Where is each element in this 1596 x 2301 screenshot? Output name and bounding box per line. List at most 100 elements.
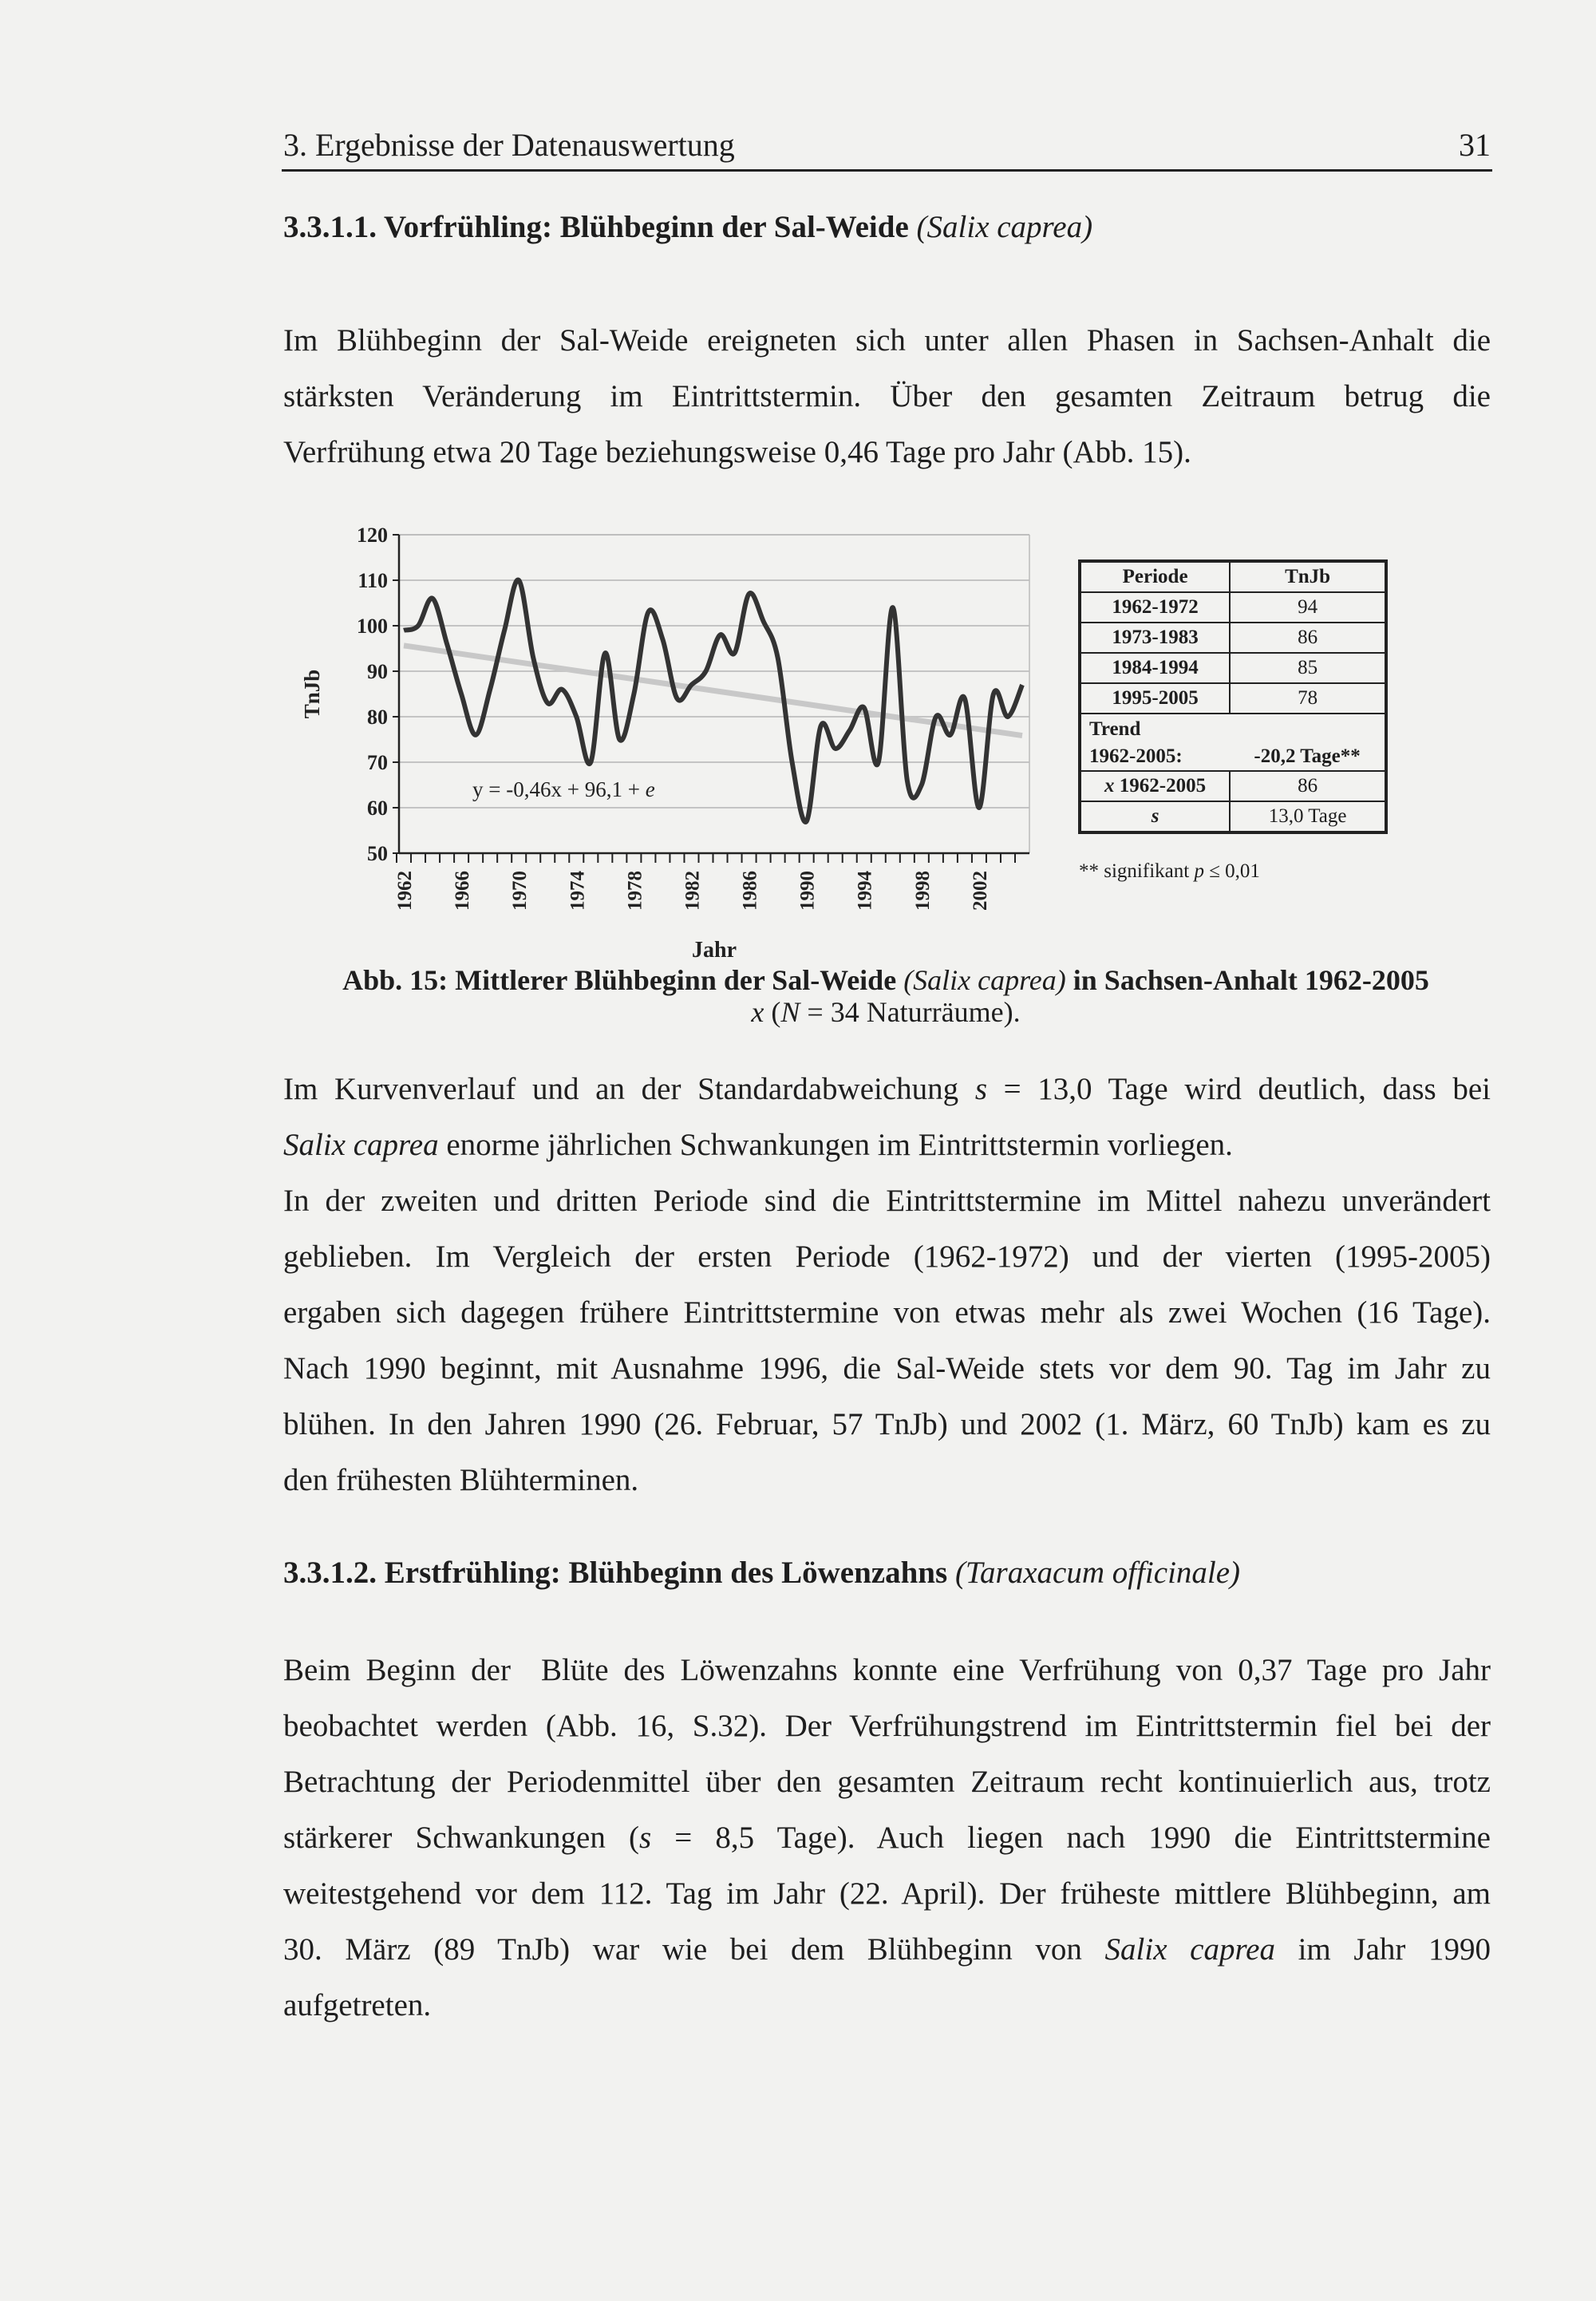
- mean-label: x 1962-2005: [1078, 770, 1231, 802]
- text-segment: = 8,5 Tage). Auch liegen nach 1990 die E…: [651, 1821, 1491, 1855]
- bluehbeginn-line-chart: 50 60 70 80 90 100 110 120 1962 1966 1970 1974 1978 1…: [300, 524, 1030, 958]
- mean-row: x 1962-2005 86: [1078, 770, 1387, 802]
- value-cell: 94: [1229, 591, 1387, 623]
- trend-value: -20,2 Tage**: [1230, 713, 1387, 772]
- x-tick-label: 1974: [567, 871, 588, 911]
- italic-term: Salix caprea: [1104, 1932, 1275, 1967]
- x-tick-label: 1998: [912, 871, 934, 911]
- y-tick-label: 100: [357, 615, 388, 638]
- equation-text: y = -0,46x + 96,1 +: [472, 777, 646, 801]
- text-segment: Im Blühbeginn der Sal-Weide ereigneten s…: [283, 323, 1491, 358]
- heading-text: 3.3.1.1. Vorfrühling: Blühbeginn der Sal…: [283, 210, 909, 244]
- text-segment: Im Kurvenverlauf und an der Standardabwe…: [283, 1072, 975, 1106]
- italic-term: s: [638, 1821, 652, 1855]
- value-cell: 86: [1229, 622, 1387, 654]
- text-segment: beobachtet werden (Abb. 16, S.32). Der V…: [283, 1709, 1491, 1743]
- text-segment: stärksten Veränderung im Eintrittstermin…: [283, 379, 1491, 413]
- y-tick-label: 90: [367, 660, 388, 683]
- paragraph-intro: Im Blühbeginn der Sal-Weide ereigneten s…: [283, 313, 1491, 480]
- mean-value: 86: [1229, 770, 1387, 802]
- trend-label: Trend 1962-2005:: [1078, 713, 1231, 772]
- heading-text: 3.3.1.2. Erstfrühling: Blühbeginn des Lö…: [283, 1556, 948, 1590]
- italic-term: Salix caprea: [283, 1128, 439, 1162]
- running-header: 3. Ergebnisse der Datenauswertung: [283, 127, 735, 163]
- text-line: geblieben. Im Vergleich der ersten Perio…: [283, 1229, 1491, 1285]
- text-line: 30. März (89 TnJb) war wie bei dem Blühb…: [283, 1922, 1491, 1978]
- y-axis-label: TnJb: [300, 670, 324, 719]
- heading-species: (Taraxacum officinale): [954, 1556, 1241, 1590]
- heading-species: (Salix caprea): [916, 210, 1093, 244]
- table-row: 1984-1994 85: [1078, 652, 1387, 684]
- page-number: 31: [1459, 127, 1491, 163]
- significance-footnote: ** signifikant p ≤ 0,01: [1079, 860, 1260, 883]
- text-segment: enorme jährlichen Schwankungen im Eintri…: [438, 1128, 1233, 1162]
- section-heading-taraxacum: 3.3.1.2. Erstfrühling: Blühbeginn des Lö…: [283, 1555, 1240, 1591]
- value-cell: 85: [1229, 652, 1387, 684]
- caption-species: (Salix caprea): [903, 964, 1066, 996]
- footnote-text: ** signifikant: [1079, 860, 1195, 882]
- sd-symbol: s: [1151, 805, 1159, 827]
- x-tick-label: 2002: [970, 871, 991, 911]
- y-tick-label: 70: [367, 751, 388, 774]
- text-line: Betrachtung der Periodenmittel über den …: [283, 1754, 1491, 1810]
- text-line: In der zweiten und dritten Periode sind …: [283, 1173, 1491, 1229]
- paragraph-discussion-1: Im Kurvenverlauf und an der Standardabwe…: [283, 1062, 1491, 1173]
- text-line: ergaben sich dagegen frühere Eintrittste…: [283, 1285, 1491, 1341]
- text-segment: weitestgehend vor dem 112. Tag im Jahr (…: [283, 1876, 1491, 1911]
- text-line: den frühesten Blühterminen.: [283, 1453, 1491, 1508]
- x-tick-label: 1962: [394, 871, 416, 911]
- italic-term: s: [974, 1072, 987, 1106]
- column-header-periode: Periode: [1078, 560, 1231, 593]
- caption-N: N: [780, 996, 800, 1028]
- text-line: blühen. In den Jahren 1990 (26. Februar,…: [283, 1397, 1491, 1453]
- caption-main: Abb. 15: Mittlerer Blühbeginn der Sal-We…: [342, 964, 897, 996]
- text-line: Salix caprea enorme jährlichen Schwankun…: [283, 1117, 1491, 1173]
- caption-line-2: x (N = 34 Naturräume).: [303, 996, 1468, 1028]
- caption-line-1: Abb. 15: Mittlerer Blühbeginn der Sal-We…: [303, 964, 1468, 996]
- period-cell: 1995-2005: [1078, 682, 1231, 714]
- text-line: weitestgehend vor dem 112. Tag im Jahr (…: [283, 1866, 1491, 1922]
- equation-error-term: e: [646, 777, 655, 801]
- trend-label-line2: 1962-2005:: [1089, 745, 1183, 767]
- text-segment: Nach 1990 beginnt, mit Ausnahme 1996, di…: [283, 1351, 1491, 1386]
- y-tick-label: 110: [358, 569, 388, 592]
- text-line: beobachtet werden (Abb. 16, S.32). Der V…: [283, 1698, 1491, 1754]
- mean-label-text: 1962-2005: [1114, 775, 1207, 797]
- sd-row: s 13,0 Tage: [1078, 801, 1387, 833]
- footnote-p: p: [1194, 860, 1204, 882]
- text-segment: In der zweiten und dritten Periode sind …: [283, 1184, 1491, 1218]
- figure-caption: Abb. 15: Mittlerer Blühbeginn der Sal-We…: [303, 964, 1468, 1028]
- text-line: stärksten Veränderung im Eintrittstermin…: [283, 369, 1491, 425]
- text-segment: ergaben sich dagegen frühere Eintrittste…: [283, 1295, 1491, 1330]
- text-segment: = 13,0 Tage wird deutlich, dass bei: [987, 1072, 1491, 1106]
- trend-row: Trend 1962-2005: -20,2 Tage**: [1078, 713, 1387, 772]
- text-segment: stärkerer Schwankungen (: [283, 1821, 639, 1855]
- x-axis-label: Jahr: [692, 938, 737, 958]
- paragraph-taraxacum: Beim Beginn der Blüte des Löwenzahns kon…: [283, 1643, 1491, 2034]
- y-tick-label: 50: [367, 842, 388, 865]
- text-line: Im Blühbeginn der Sal-Weide ereigneten s…: [283, 313, 1491, 369]
- text-line: Im Kurvenverlauf und an der Standardabwe…: [283, 1062, 1491, 1117]
- table-row: 1995-2005 78: [1078, 682, 1387, 714]
- sd-label: s: [1078, 801, 1231, 833]
- x-tick-label: 1982: [681, 871, 703, 911]
- period-stats-table: Periode TnJb 1962-1972 94 1973-1983 86 198…: [1078, 559, 1388, 834]
- value-cell: 78: [1229, 682, 1387, 714]
- text-segment: im Jahr 1990: [1274, 1932, 1491, 1967]
- trend-equation: y = -0,46x + 96,1 + e: [472, 777, 655, 801]
- text-segment: Beim Beginn der Blüte des Löwenzahns kon…: [283, 1653, 1491, 1687]
- table-header-row: Periode TnJb: [1078, 560, 1387, 593]
- trend-line: [403, 642, 1023, 739]
- y-tick-label: 120: [357, 524, 388, 547]
- text-line: Beim Beginn der Blüte des Löwenzahns kon…: [283, 1643, 1491, 1698]
- footnote-threshold: ≤ 0,01: [1203, 860, 1260, 882]
- y-tick-label: 80: [367, 706, 388, 729]
- text-segment: blühen. In den Jahren 1990 (26. Februar,…: [283, 1407, 1491, 1441]
- x-tick-label: 1966: [452, 871, 473, 911]
- mean-symbol: x: [1104, 775, 1115, 797]
- caption-tail: in Sachsen-Anhalt 1962-2005: [1073, 964, 1429, 996]
- text-line: Verfrühung etwa 20 Tage beziehungsweise …: [283, 425, 1491, 480]
- caption-x: x: [751, 996, 764, 1028]
- x-tick-label: 1970: [509, 871, 531, 911]
- text-line: Nach 1990 beginnt, mit Ausnahme 1996, di…: [283, 1341, 1491, 1397]
